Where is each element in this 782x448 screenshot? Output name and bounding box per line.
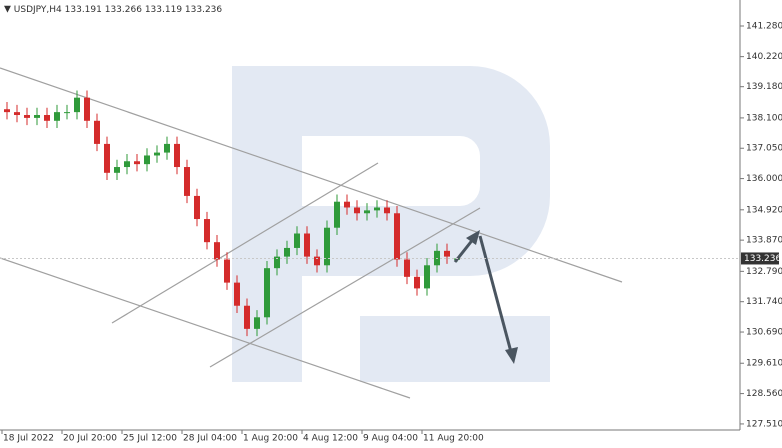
header-close: 133.236	[185, 5, 222, 15]
candle-body	[334, 201, 340, 228]
header-high: 133.266	[105, 5, 142, 15]
candle-body	[134, 161, 140, 165]
candle-body	[4, 109, 10, 113]
y-tick-label: 138.100	[746, 113, 782, 123]
candle-body	[384, 207, 390, 214]
watermark	[232, 66, 550, 382]
candle-body	[374, 207, 380, 211]
candle-body	[264, 268, 270, 318]
candle-body	[354, 207, 360, 214]
y-tick-label: 134.920	[746, 205, 782, 215]
trend-line	[111, 162, 379, 324]
y-tick-label: 127.510	[746, 419, 782, 429]
candle-body	[424, 265, 430, 289]
y-tick-label: 128.560	[746, 389, 782, 399]
candle-body	[94, 120, 100, 144]
header-open: 133.191	[65, 5, 102, 15]
candle-body	[44, 115, 50, 121]
candle-body	[174, 143, 180, 168]
candle-body	[34, 115, 40, 118]
forecast-arrow	[453, 230, 518, 364]
candle-body	[104, 143, 110, 173]
y-tick-label: 130.690	[746, 328, 782, 338]
candle-body	[74, 97, 80, 113]
y-tick-label: 140.220	[746, 52, 782, 62]
x-tick-label: 9 Aug 04:00	[363, 434, 418, 444]
header: ▼ USDJPY,H4 133.191 133.266 133.119 133.…	[4, 5, 222, 15]
trend-line	[209, 207, 481, 368]
candle-body	[314, 256, 320, 266]
candle-body	[144, 155, 150, 165]
x-tick-label: 11 Aug 20:00	[423, 434, 484, 444]
candle-body	[244, 305, 250, 329]
candle-body	[64, 112, 70, 114]
candle-body	[444, 250, 450, 257]
y-tick-label: 129.610	[746, 359, 782, 369]
y-tick-label: 141.280	[746, 22, 782, 32]
candle-body	[254, 317, 260, 329]
candle-body	[234, 282, 240, 306]
candle-body	[204, 219, 210, 243]
candle-body	[14, 112, 20, 116]
candle-body	[304, 233, 310, 257]
candle-body	[24, 115, 30, 118]
trend-line	[0, 257, 411, 399]
symbol: USDJPY,H4	[14, 5, 62, 15]
candle-body	[114, 167, 120, 173]
candles	[4, 90, 460, 337]
y-tick-label: 137.050	[746, 144, 782, 154]
candle-body	[284, 247, 290, 257]
candle-body	[154, 152, 160, 156]
x-tick-label: 28 Jul 04:00	[183, 434, 237, 444]
candle-body	[294, 233, 300, 248]
y-tick-label: 131.740	[746, 297, 782, 307]
price-axis-bg	[740, 0, 782, 448]
header-low: 133.119	[145, 5, 182, 15]
trend-line	[0, 67, 623, 283]
candle-body	[214, 242, 220, 260]
candle-body	[364, 210, 370, 214]
candle-body	[224, 259, 230, 283]
candle-body	[124, 161, 130, 168]
x-tick-label: 20 Jul 20:00	[63, 434, 117, 444]
current-price-label: 133.236	[744, 254, 781, 264]
y-tick-label: 139.180	[746, 82, 782, 92]
candle-body	[54, 112, 60, 121]
candle-body	[184, 167, 190, 196]
y-tick-label: 133.870	[746, 236, 782, 246]
candle-body	[394, 213, 400, 260]
x-tick-label: 25 Jul 12:00	[123, 434, 177, 444]
y-tick-label: 136.000	[746, 174, 782, 184]
x-tick-label: 1 Aug 20:00	[243, 434, 298, 444]
candle-body	[414, 276, 420, 289]
candle-body	[274, 256, 280, 269]
candle-body	[194, 195, 200, 220]
current-price-box	[741, 252, 779, 265]
y-tick-label: 132.790	[746, 267, 782, 277]
candle-body	[164, 143, 170, 153]
x-tick-label: 18 Jul 2022	[3, 434, 54, 444]
x-tick-label: 4 Aug 12:00	[303, 434, 358, 444]
candle-body	[404, 259, 410, 277]
candle-body	[344, 201, 350, 208]
candle-body	[324, 227, 330, 266]
candle-body	[84, 97, 90, 121]
